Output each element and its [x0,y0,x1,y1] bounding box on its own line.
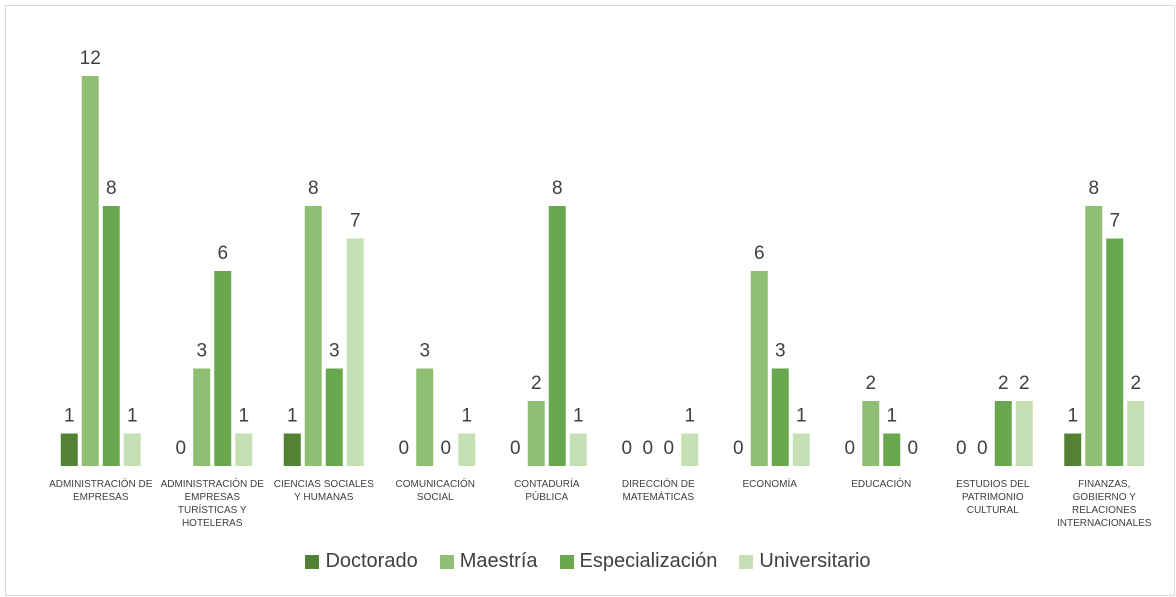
legend-swatch [559,554,574,569]
bar [1085,206,1103,466]
value-label: 0 [398,438,409,459]
value-label: 1 [796,406,807,427]
value-label: 1 [461,406,472,427]
value-label: 1 [886,406,897,427]
bar [81,76,99,466]
value-label: 1 [64,406,75,427]
bar [862,401,880,466]
value-label: 3 [775,341,786,362]
value-label: 3 [419,341,430,362]
bar [681,433,699,466]
value-label: 7 [350,211,361,232]
bar [304,206,322,466]
bar [1064,433,1082,466]
bar [883,433,901,466]
bar [569,433,587,466]
value-label: 0 [175,438,186,459]
value-label: 1 [684,406,695,427]
value-label: 2 [865,373,876,394]
bar [193,368,211,466]
x-tick-label: EDUCACIÓN [851,479,912,490]
legend-item: Especialización [559,550,718,573]
value-label: 1 [127,406,138,427]
x-tick-label: ADMINISTRACIÓN DE EMPRESAS [49,479,153,503]
value-label: 6 [754,243,765,264]
bar [60,433,78,466]
value-label: 1 [1067,406,1078,427]
value-label: 0 [956,438,967,459]
chart-frame [5,5,1175,596]
legend-swatch [739,554,754,569]
bar [792,433,810,466]
value-label: 0 [844,438,855,459]
bar [346,238,364,466]
legend-label: Maestría [459,550,538,572]
bar [1127,401,1145,466]
bar [1015,401,1033,466]
value-label: 8 [552,178,563,199]
x-tick-label: ESTUDIOS DEL PATRIMONIO CULTURAL [956,479,1030,516]
value-label: 6 [217,243,228,264]
bar [283,433,301,466]
value-label: 0 [642,438,653,459]
bar [750,271,768,466]
bar [527,401,545,466]
x-tick-label: CONTADURÍA PÚBLICA [514,479,580,503]
bar [416,368,434,466]
value-label: 1 [238,406,249,427]
bar [102,206,120,466]
value-label: 2 [531,373,542,394]
legend-item: Universitario [739,550,871,573]
value-label: 12 [80,48,101,69]
bar [548,206,566,466]
value-label: 0 [663,438,674,459]
x-tick-label: DIRECCIÓN DE MATEMÁTICAS [621,479,695,503]
value-label: 0 [977,438,988,459]
value-label: 1 [287,406,298,427]
x-tick-label: ADMINISTRACIÓN DE EMPRESAS TURÍSTICAS Y … [160,479,264,529]
x-tick-label: COMUNICACIÓN SOCIAL [395,479,475,503]
bar [325,368,343,466]
legend-label: Especialización [579,550,718,572]
bar [214,271,232,466]
value-label: 2 [1130,373,1141,394]
legend-item: Doctorado [305,550,418,573]
value-label: 2 [998,373,1009,394]
value-label: 0 [907,438,918,459]
bar [458,433,476,466]
value-label: 8 [1088,178,1099,199]
legend-swatch [439,554,454,569]
value-label: 8 [308,178,319,199]
value-label: 3 [329,341,340,362]
value-label: 8 [106,178,117,199]
legend: Doctorado Maestría Especialización Universi… [0,550,1176,573]
bar [771,368,789,466]
x-tick-label: ECONOMÍA [742,479,797,490]
bar [123,433,141,466]
legend-label: Doctorado [325,550,418,572]
bar [1106,238,1124,466]
x-tick-label: FINANZAS, GOBIERNO Y RELACIONES INTERNAC… [1057,479,1152,529]
value-label: 7 [1109,211,1120,232]
legend-item: Maestría [439,550,538,573]
x-tick-label: CIENCIAS SOCIALES Y HUMANAS [273,479,374,503]
value-label: 0 [621,438,632,459]
value-label: 0 [440,438,451,459]
bar [994,401,1012,466]
value-label: 0 [733,438,744,459]
value-label: 3 [196,341,207,362]
bar [235,433,253,466]
value-label: 1 [573,406,584,427]
value-label: 0 [510,438,521,459]
legend-label: Universitario [759,550,871,572]
value-label: 2 [1019,373,1030,394]
legend-swatch [305,554,320,569]
